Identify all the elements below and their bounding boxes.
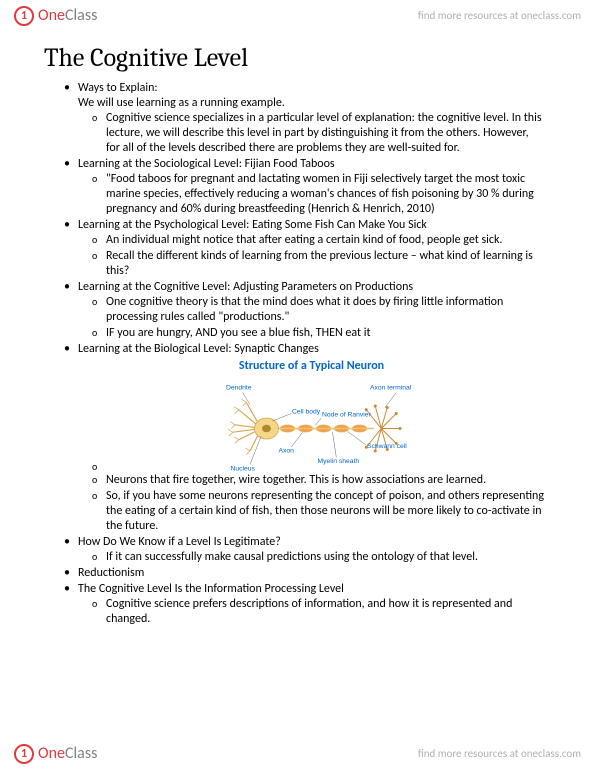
subitem-text: Recall the different kinds of learning f…	[106, 249, 533, 278]
list-subitem: "Food taboos for pregnant and lactating …	[106, 172, 545, 217]
item-heading: How Do We Know if a Level Is Legitimate?	[78, 535, 281, 549]
list-subitem: IF you are hungry, AND you see a blue fi…	[106, 326, 545, 341]
item-heading: Learning at the Biological Level: Synapt…	[78, 342, 319, 356]
subitem-text: "Food taboos for pregnant and lactating …	[106, 172, 534, 216]
svg-text:Node of Ranvier: Node of Ranvier	[322, 411, 372, 418]
list-item: Reductionism	[78, 566, 545, 581]
item-heading: The Cognitive Level Is the Information P…	[78, 582, 344, 596]
item-para: We will use learning as a running exampl…	[78, 96, 545, 111]
list-subitem: Recall the different kinds of learning f…	[106, 249, 545, 279]
logo: 1 OneClass	[14, 6, 97, 26]
svg-text:Cell body: Cell body	[292, 408, 321, 415]
header: 1 OneClass find more resources at onecla…	[0, 0, 595, 32]
header-tagline: find more resources at oneclass.com	[418, 9, 581, 23]
page-content: The Cognitive Level Ways to Explain: We …	[0, 32, 595, 627]
subitem-text: IF you are hungry, AND you see a blue fi…	[106, 326, 371, 340]
item-heading: Ways to Explain:	[78, 81, 158, 95]
list-subitem: One cognitive theory is that the mind do…	[106, 295, 545, 325]
svg-text:Axon terminal: Axon terminal	[370, 384, 412, 391]
subitem-text: An individual might notice that after ea…	[106, 233, 502, 247]
item-heading: Reductionism	[78, 566, 144, 580]
subitem-text: One cognitive theory is that the mind do…	[106, 295, 503, 324]
svg-text:Axon: Axon	[279, 447, 295, 454]
logo-text-one: One	[38, 744, 65, 763]
logo-text-class: Class	[65, 6, 97, 25]
item-heading: Learning at the Cognitive Level: Adjusti…	[78, 280, 413, 294]
item-heading: Learning at the Psychological Level: Eat…	[78, 218, 427, 232]
list-subitem: Cognitive science prefers descriptions o…	[106, 597, 545, 627]
neuron-diagram: Dendrite Axon terminal Cell bodyNode of Ra…	[220, 376, 430, 474]
list-subitem: So, if you have some neurons representin…	[106, 489, 545, 534]
footer-tagline: find more resources at oneclass.com	[418, 747, 581, 761]
list-item: Learning at the Sociological Level: Fiji…	[78, 157, 545, 217]
svg-text:Dendrite: Dendrite	[226, 384, 252, 391]
subitem-text: So, if you have some neurons representin…	[106, 489, 544, 533]
list-marker: o	[92, 461, 97, 474]
list-subitem: An individual might notice that after ea…	[106, 233, 545, 248]
list-item: Learning at the Biological Level: Synapt…	[78, 342, 545, 535]
list-item: The Cognitive Level Is the Information P…	[78, 582, 545, 627]
list-subitem: If it can successfully make causal predi…	[106, 550, 545, 565]
subitem-text: If it can successfully make causal predi…	[106, 550, 478, 564]
subitem-text: Cognitive science prefers descriptions o…	[106, 597, 512, 626]
list-subitem: Neurons that fire together, wire togethe…	[106, 473, 545, 488]
logo-text-one: One	[38, 6, 65, 25]
list-item: Learning at the Cognitive Level: Adjusti…	[78, 280, 545, 341]
list-item: Learning at the Psychological Level: Eat…	[78, 218, 545, 279]
logo: 1 OneClass	[14, 744, 97, 764]
logo-text-class: Class	[65, 744, 97, 763]
footer: 1 OneClass find more resources at onecla…	[0, 738, 595, 770]
list-subitem: Cognitive science specializes in a parti…	[106, 111, 545, 156]
list-item: How Do We Know if a Level Is Legitimate?…	[78, 535, 545, 565]
subitem-text: Cognitive science specializes in a parti…	[106, 111, 542, 155]
svg-text:Myelin sheath: Myelin sheath	[318, 458, 360, 465]
subitem-text: Neurons that fire together, wire togethe…	[106, 473, 486, 487]
bullet-list: Ways to Explain: We will use learning as…	[78, 81, 545, 628]
logo-icon: 1	[14, 744, 34, 764]
list-item: Ways to Explain: We will use learning as…	[78, 81, 545, 156]
neuron-title: Structure of a Typical Neuron	[78, 359, 545, 374]
item-heading: Learning at the Sociological Level: Fiji…	[78, 157, 335, 171]
page-title: The Cognitive Level	[44, 42, 545, 75]
logo-icon: 1	[14, 6, 34, 26]
svg-text:Schwann cell: Schwann cell	[367, 443, 407, 450]
svg-text:Nucleus: Nucleus	[231, 465, 256, 472]
